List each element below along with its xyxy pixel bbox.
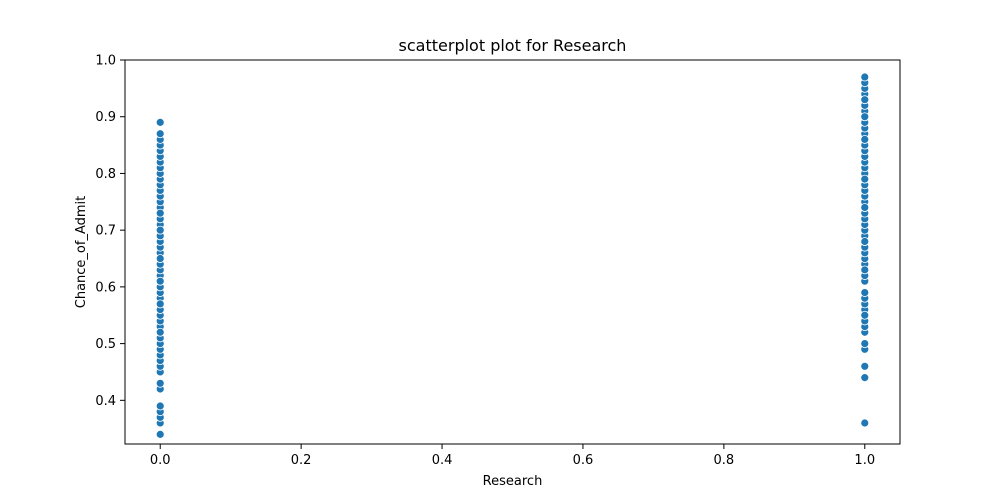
scatter-point xyxy=(860,265,870,275)
scatter-point xyxy=(155,299,165,309)
scatter-point xyxy=(155,401,165,411)
x-tick-label: 1.0 xyxy=(854,453,875,468)
x-tick-label: 0.4 xyxy=(432,453,453,468)
chart-title: scatterplot plot for Research xyxy=(399,36,627,55)
scatter-point xyxy=(860,339,870,349)
x-tick-label: 0.0 xyxy=(150,453,171,468)
scatter-point xyxy=(155,129,165,139)
scatter-point xyxy=(860,373,870,383)
scatter-point xyxy=(155,378,165,388)
scatter-point xyxy=(155,276,165,286)
scatter-point xyxy=(155,429,165,439)
y-tick-label: 0.6 xyxy=(95,280,116,295)
y-tick-label: 1.0 xyxy=(95,54,116,69)
scatter-point xyxy=(860,237,870,246)
x-axis-title: Research xyxy=(483,474,543,489)
x-tick-label: 0.8 xyxy=(714,453,735,468)
scatter-point xyxy=(155,225,165,235)
scatter-point xyxy=(860,288,870,297)
y-tick-label: 0.7 xyxy=(95,224,116,239)
y-tick-label: 0.8 xyxy=(95,167,116,182)
points-layer xyxy=(155,72,870,439)
scatter-point xyxy=(860,203,870,212)
y-tick-label: 0.4 xyxy=(95,394,116,409)
scatter-point xyxy=(155,254,165,263)
scatter-point xyxy=(860,361,870,371)
scatter-point xyxy=(860,135,870,144)
y-axis-ticks: 0.4 0.5 0.6 0.7 0.8 0.9 1.0 xyxy=(95,54,125,409)
x-axis-ticks: 0.0 0.2 0.4 0.6 0.8 1.0 xyxy=(150,444,875,468)
y-tick-label: 0.5 xyxy=(95,337,116,352)
scatter-point xyxy=(860,72,870,82)
scatter-point xyxy=(155,117,165,127)
scatter-point xyxy=(860,310,870,320)
plot-frame xyxy=(124,59,901,445)
x-tick-label: 0.2 xyxy=(291,453,312,468)
scatter-point xyxy=(155,208,165,218)
scatter-point xyxy=(155,327,165,337)
scatter-point xyxy=(860,95,870,105)
y-axis-title: Chance_of_Admit xyxy=(74,196,89,309)
scatter-point xyxy=(860,112,870,122)
y-tick-label: 0.9 xyxy=(95,110,116,125)
scatter-point xyxy=(860,418,870,428)
scatter-point xyxy=(860,174,870,184)
x-tick-label: 0.6 xyxy=(573,453,594,468)
